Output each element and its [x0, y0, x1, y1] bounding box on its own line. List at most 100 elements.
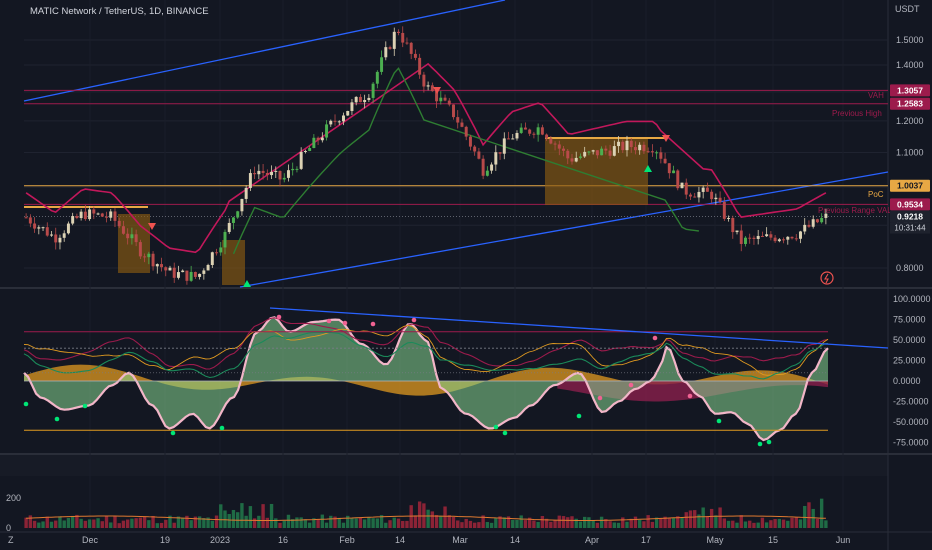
- osc-slow-line: [23, 331, 829, 380]
- candle-body: [815, 219, 819, 223]
- last-price-badge-box: [890, 210, 930, 223]
- volume-bar: [396, 518, 401, 528]
- time-tick-label: Mar: [452, 535, 468, 545]
- volume-bar: [807, 502, 811, 528]
- candle-body: [367, 97, 371, 100]
- volume-bar: [417, 501, 422, 528]
- candle-body: [799, 231, 802, 239]
- candle-body: [735, 230, 739, 233]
- countdown-text: 10:31:44: [894, 224, 926, 233]
- osc-wave-line: [23, 316, 829, 442]
- volume-bar: [185, 515, 189, 528]
- candle-body: [553, 143, 557, 145]
- candle-body: [151, 253, 155, 267]
- candle-body: [435, 91, 439, 102]
- volume-bar: [92, 519, 96, 528]
- alert-clock-icon[interactable]: [820, 271, 834, 285]
- previous-range-badge-text: 0.9534: [897, 199, 923, 209]
- volume-bar: [45, 516, 49, 528]
- osc-tick-label: 50.0000: [893, 335, 926, 345]
- volume-bar: [252, 518, 257, 528]
- volume-profile-box: [222, 240, 245, 285]
- candle-body: [83, 211, 87, 220]
- osc-signal-line: [23, 317, 829, 370]
- candle-body: [282, 177, 286, 180]
- volume-bar: [591, 520, 595, 528]
- candle-body: [193, 271, 197, 277]
- candle-body: [375, 71, 379, 84]
- time-tick-label: 19: [160, 535, 170, 545]
- osc-high-dot: [687, 393, 693, 399]
- volume-bar: [553, 520, 557, 528]
- candle-body: [612, 146, 616, 156]
- candle-body: [240, 198, 244, 212]
- time-tick-label: Apr: [585, 535, 599, 545]
- volume-bar: [125, 519, 130, 528]
- volume-bar: [231, 509, 236, 528]
- candle-body: [638, 144, 642, 151]
- volume-bar: [333, 516, 337, 528]
- candle-body: [646, 151, 650, 153]
- candle-body: [50, 234, 53, 236]
- candle-body: [562, 148, 566, 151]
- volume-bar: [134, 518, 138, 528]
- candle-body: [291, 168, 295, 171]
- volume-bar: [172, 522, 176, 528]
- candle-body: [650, 151, 654, 153]
- volume-bar: [223, 510, 227, 528]
- volume-bar: [731, 520, 735, 528]
- candle-body: [79, 211, 83, 219]
- timezone-icon[interactable]: Z: [8, 535, 14, 545]
- volume-bar: [676, 516, 680, 528]
- volume-bar: [405, 520, 409, 528]
- candle-body: [54, 234, 58, 243]
- osc-low-dot: [766, 439, 772, 445]
- candle-body: [257, 170, 261, 175]
- osc-tick-label: 75.0000: [893, 315, 926, 325]
- volume-bar: [354, 518, 358, 528]
- volume-bar: [83, 520, 88, 528]
- candle-body: [312, 137, 316, 149]
- poc-label: PoC: [868, 190, 884, 199]
- candle-body: [468, 136, 472, 147]
- candle-body: [739, 230, 743, 244]
- candle-body: [566, 150, 570, 159]
- volume-bar: [121, 520, 126, 528]
- volume-bar: [743, 521, 748, 528]
- volume-bar: [718, 507, 722, 528]
- volume-bar: [485, 522, 490, 528]
- candle-body: [528, 129, 532, 134]
- volume-bar: [109, 522, 113, 528]
- volume-bar: [549, 521, 553, 528]
- volume-bar: [608, 521, 612, 528]
- candle-body: [443, 97, 447, 101]
- candle-body: [185, 270, 189, 281]
- volume-bar: [278, 522, 282, 528]
- osc-high-dot: [652, 335, 658, 341]
- volume-profile-box: [118, 214, 150, 273]
- volume-bar: [714, 515, 718, 528]
- volume-bar: [379, 515, 384, 528]
- volume-bar: [464, 518, 468, 528]
- vah-badge-text: 1.3057: [897, 85, 923, 95]
- candle-body: [270, 171, 274, 176]
- osc-high-dot: [411, 317, 417, 323]
- volume-bar: [752, 522, 756, 528]
- volume-bar: [32, 520, 37, 528]
- volume-bar: [663, 516, 667, 528]
- volume-bar: [515, 519, 519, 528]
- candle-body: [477, 151, 481, 159]
- osc-high-dot: [276, 314, 282, 320]
- candle-body: [384, 47, 388, 58]
- volume-bar: [460, 522, 464, 528]
- candle-body: [278, 170, 282, 180]
- volume-bar: [219, 504, 223, 528]
- volume-bar: [756, 522, 760, 528]
- volume-bar: [75, 514, 79, 528]
- volume-bar: [244, 515, 248, 528]
- candle-body: [574, 157, 578, 162]
- candle-body: [688, 194, 692, 197]
- candle-body: [37, 227, 41, 229]
- candle-body: [231, 217, 235, 223]
